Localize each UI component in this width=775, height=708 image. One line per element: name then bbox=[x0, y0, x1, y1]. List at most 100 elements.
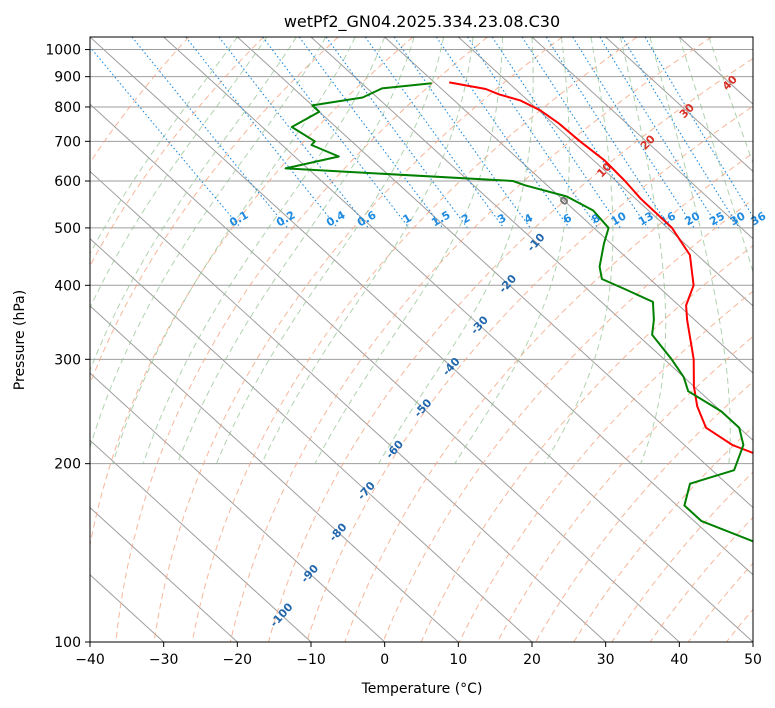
isotherm-label: -20 bbox=[496, 272, 519, 296]
mixing-ratio-label: 30 bbox=[728, 209, 748, 228]
isotherm-label: -70 bbox=[355, 479, 378, 503]
chart-title: wetPf2_GN04.2025.334.23.08.C30 bbox=[284, 12, 560, 32]
dry-adiabat-line bbox=[765, 37, 775, 642]
x-tick-label: 30 bbox=[597, 652, 615, 668]
mixing-ratio-label: 6 bbox=[561, 211, 574, 226]
dry-adiabat-line bbox=[649, 516, 753, 642]
x-tick-label: 20 bbox=[523, 652, 541, 668]
x-tick-label: 10 bbox=[449, 652, 467, 668]
isotherm-line bbox=[90, 305, 459, 642]
y-tick-label: 400 bbox=[54, 278, 81, 294]
mixing-ratio-line bbox=[131, 37, 289, 229]
moist-adiabat-line bbox=[619, 37, 667, 464]
mixing-ratio-label: 0.6 bbox=[355, 208, 379, 229]
y-tick-label: 1000 bbox=[45, 43, 81, 59]
dry-adiabat-line bbox=[306, 105, 753, 642]
dry-adiabat-line bbox=[382, 198, 753, 642]
isotherm-line bbox=[90, 439, 312, 642]
sounding-profiles bbox=[284, 81, 753, 543]
isotherm-line bbox=[752, 37, 753, 38]
moist-adiabat-line bbox=[90, 37, 238, 255]
dry-adiabat-line bbox=[573, 426, 753, 642]
y-tick-label: 200 bbox=[54, 457, 81, 473]
dewpoint-profile-line bbox=[284, 82, 753, 543]
dry-adiabat-line bbox=[90, 37, 414, 548]
mixing-ratio-label: 4 bbox=[522, 211, 535, 226]
isotherm-line bbox=[163, 37, 753, 576]
moist-adiabat-line bbox=[314, 37, 503, 464]
dry-adiabat-line bbox=[229, 37, 712, 642]
isotherm-line bbox=[90, 170, 607, 642]
temperature-profile-line bbox=[449, 81, 753, 455]
isotherm-label: -90 bbox=[298, 562, 321, 586]
y-tick-label: 900 bbox=[54, 70, 81, 86]
x-tick-label: 40 bbox=[670, 652, 688, 668]
moist-adiabat-line bbox=[649, 37, 731, 464]
moist-adiabat-line bbox=[454, 37, 570, 464]
isotherm-line bbox=[90, 237, 533, 642]
mixing-ratio-line bbox=[644, 37, 753, 218]
isotherm-line bbox=[90, 103, 680, 642]
mixing-ratio-label: 1.5 bbox=[429, 208, 452, 229]
x-tick-label: −10 bbox=[296, 652, 326, 668]
mixing-ratio-line bbox=[90, 46, 242, 229]
y-tick-label: 700 bbox=[54, 134, 81, 150]
moist-adiabat-line bbox=[543, 37, 614, 464]
dry-adiabat-line bbox=[344, 152, 753, 642]
isotherm-line bbox=[605, 37, 753, 173]
dry-adiabat-line bbox=[90, 37, 264, 267]
isotherm-label: -100 bbox=[267, 600, 295, 629]
moist-adiabat-line bbox=[678, 37, 753, 274]
x-tick-label: −40 bbox=[75, 652, 105, 668]
dry-adiabat-line bbox=[115, 37, 488, 642]
moist-adiabat-line bbox=[90, 37, 297, 372]
y-tick-label: 600 bbox=[54, 174, 81, 190]
y-tick-label: 300 bbox=[54, 352, 81, 368]
y-tick-label: 800 bbox=[54, 100, 81, 116]
mixing-ratio-label: 36 bbox=[748, 209, 768, 228]
x-tick-label: 0 bbox=[380, 652, 389, 668]
y-axis-label: Pressure (hPa) bbox=[12, 290, 28, 390]
isotherm-line bbox=[90, 37, 753, 642]
mixing-ratio-label: 0.1 bbox=[227, 208, 250, 229]
mixing-ratio-line bbox=[467, 37, 599, 229]
dry-adiabat-line bbox=[90, 37, 339, 386]
mixing-ratio-line bbox=[621, 37, 740, 229]
mixing-ratio-line bbox=[435, 37, 570, 229]
dry-adiabat-line bbox=[191, 37, 638, 642]
moist-adiabat-line bbox=[142, 37, 386, 464]
mixing-ratio-label: 0.4 bbox=[324, 208, 348, 229]
dry-adiabat-line bbox=[268, 57, 753, 642]
dry-adiabat-line bbox=[726, 608, 753, 642]
isotherm-label: -40 bbox=[440, 355, 463, 379]
isotherm-line bbox=[310, 37, 753, 442]
dry-adiabat-line bbox=[611, 471, 753, 642]
y-axis-ticks: 100 200 300 400 500 600 700 800 900 1000 bbox=[45, 43, 90, 651]
y-tick-label: 100 bbox=[54, 635, 81, 651]
mixing-ratio-label: 13 bbox=[636, 209, 656, 228]
dry-adiabat-line bbox=[90, 37, 190, 164]
dry-adiabat-line bbox=[458, 290, 753, 642]
x-tick-label: −30 bbox=[149, 652, 179, 668]
moist-adiabat-line bbox=[708, 37, 753, 165]
x-tick-label: 50 bbox=[744, 652, 762, 668]
mixing-ratio-label: 10 bbox=[609, 209, 629, 228]
mixing-ratio-line bbox=[572, 37, 695, 229]
mixing-ratio-line bbox=[599, 37, 720, 229]
isotherm-line bbox=[90, 506, 238, 642]
mixing-ratio-line bbox=[262, 37, 410, 229]
isotherm-label: -60 bbox=[383, 438, 406, 462]
isotherm-line bbox=[236, 37, 753, 509]
y-tick-label: 500 bbox=[54, 221, 81, 237]
moist-adiabat-line bbox=[378, 37, 534, 464]
dry-adiabat-line bbox=[496, 335, 753, 642]
isotherm-label: -50 bbox=[411, 396, 434, 420]
x-axis-label: Temperature (°C) bbox=[361, 681, 483, 697]
mixing-ratio-label: 3 bbox=[495, 211, 508, 226]
dry-adiabat-line bbox=[687, 562, 753, 642]
moist-adiabat-line bbox=[215, 37, 445, 464]
background-lines bbox=[90, 37, 775, 642]
isotherm-label: -80 bbox=[327, 520, 350, 544]
isotherm-line bbox=[384, 37, 753, 374]
